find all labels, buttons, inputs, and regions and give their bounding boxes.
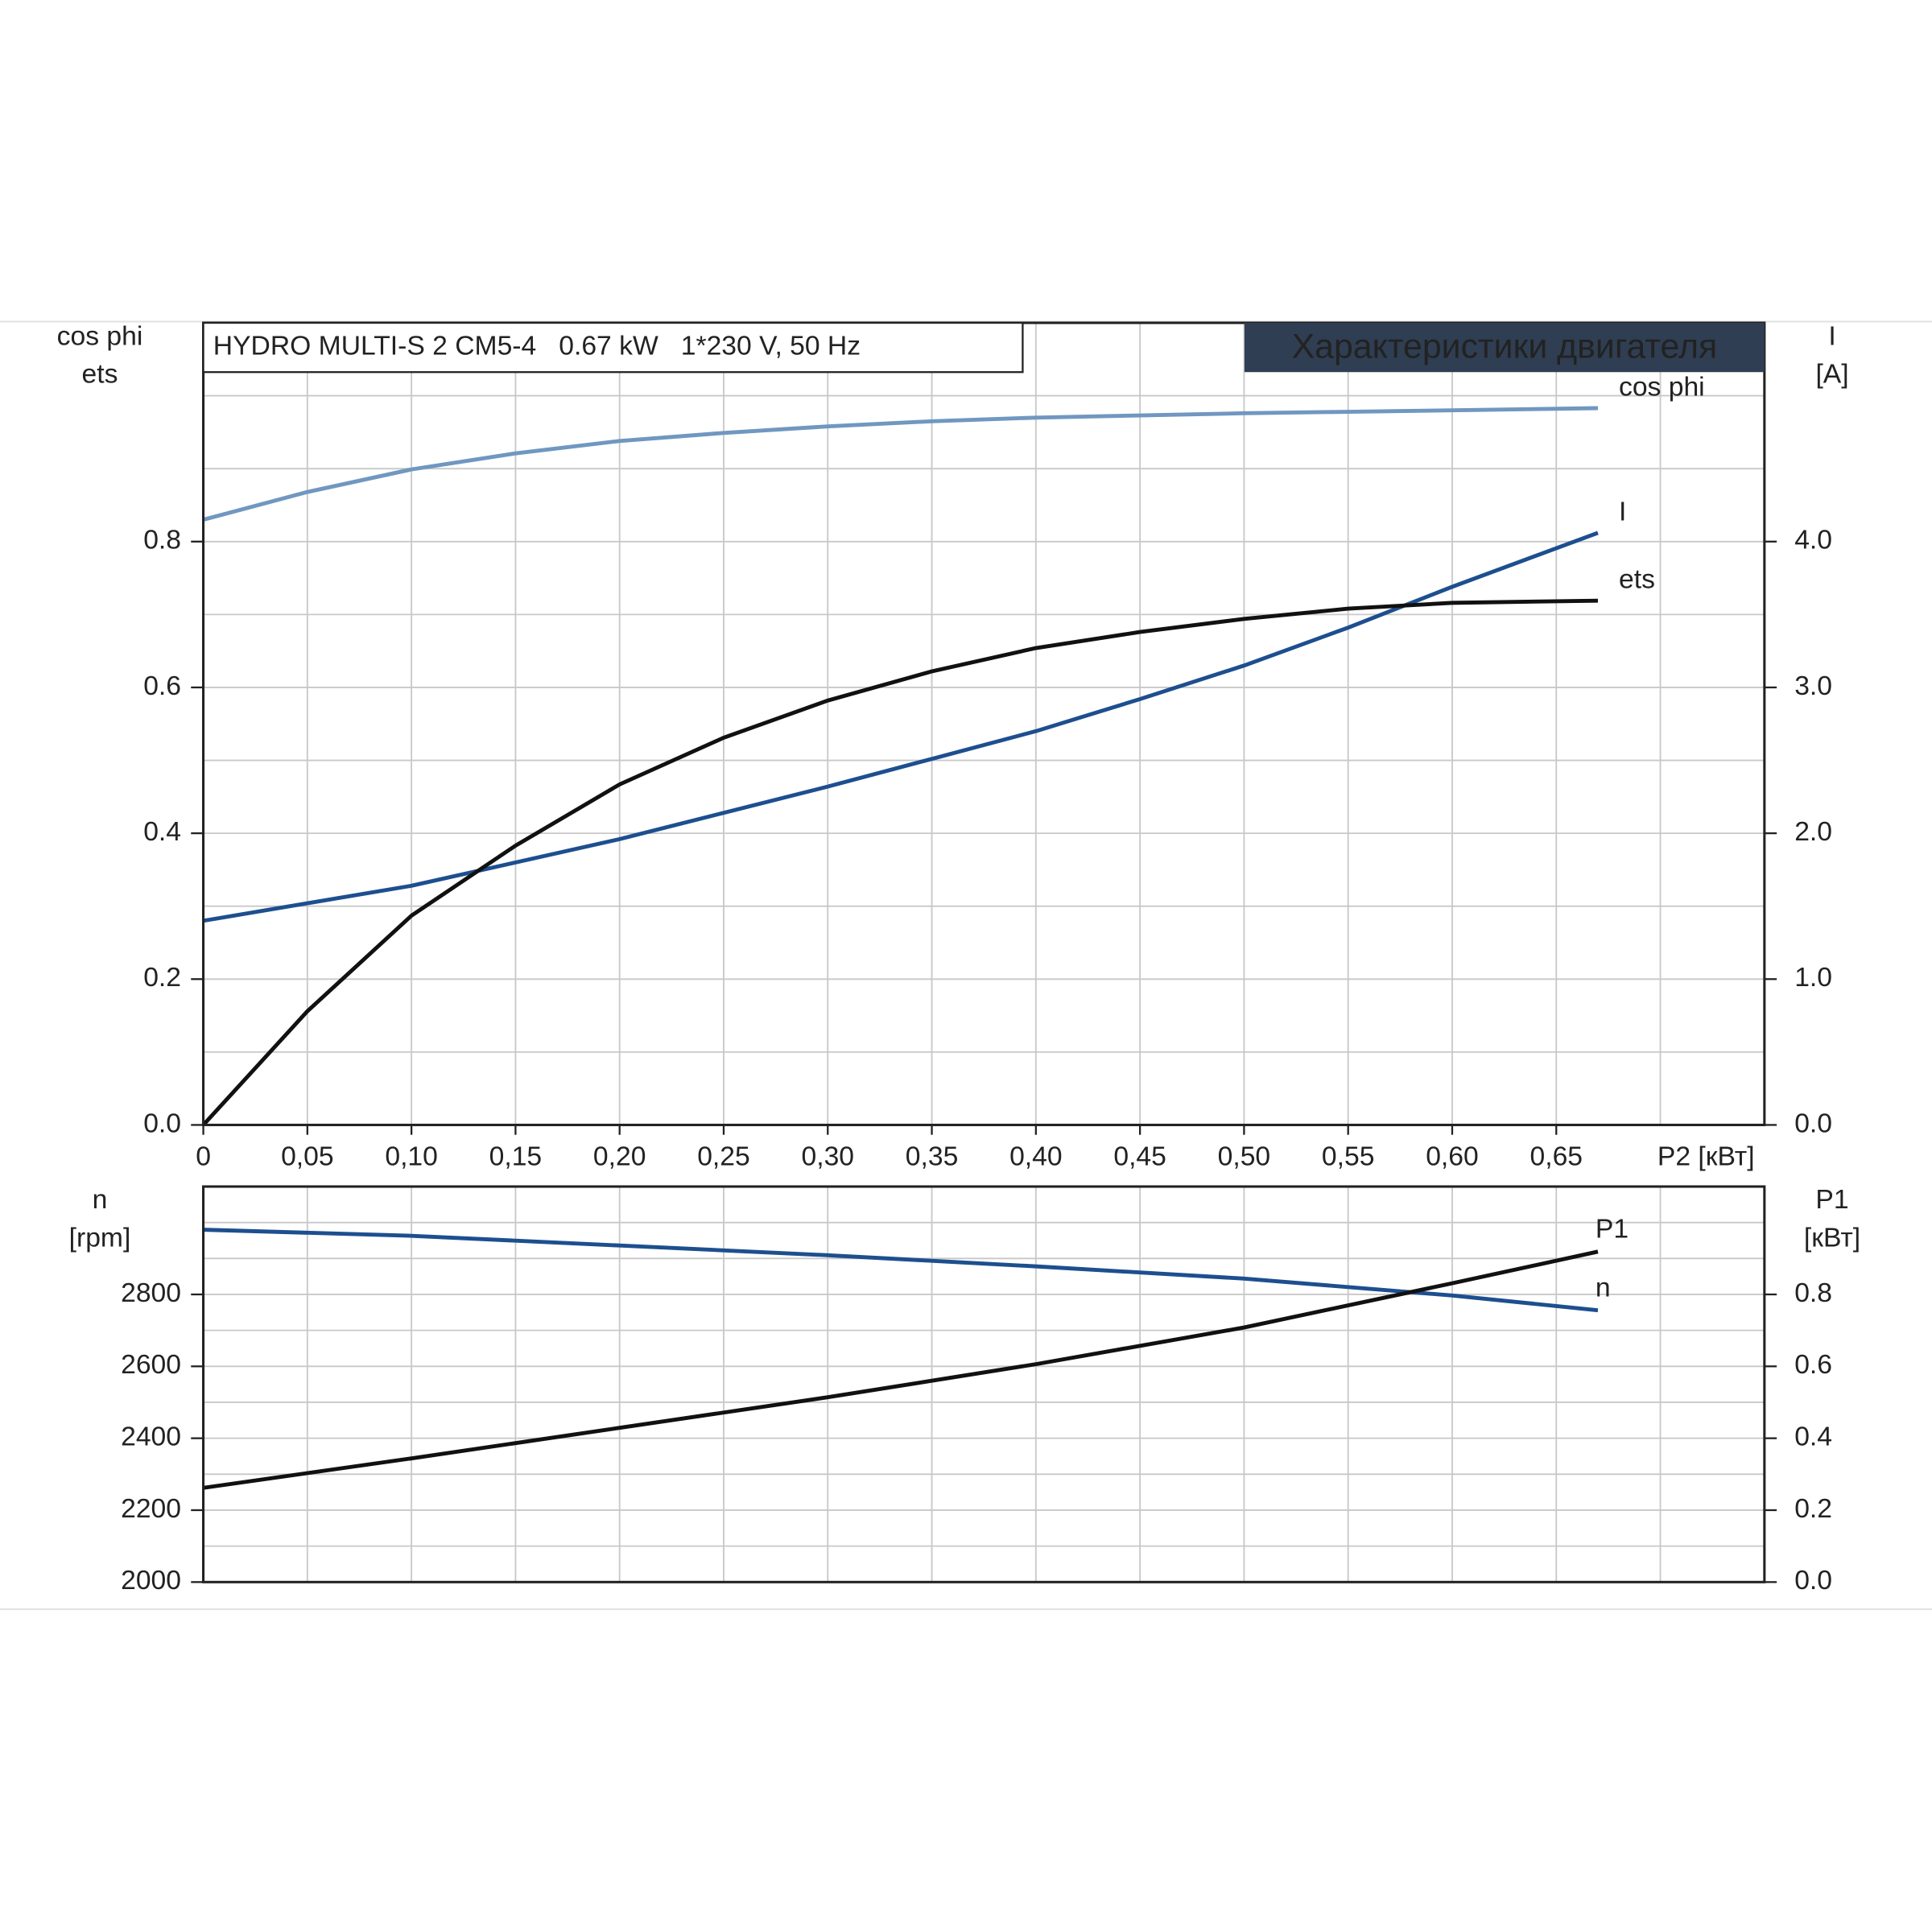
y-axis-label: n xyxy=(93,1185,108,1215)
series-label: I xyxy=(1619,497,1626,526)
y-tick-label: 2000 xyxy=(121,1566,181,1596)
y2-tick-label: 1.0 xyxy=(1794,963,1832,993)
y2-tick-label: 0.0 xyxy=(1794,1566,1832,1596)
y2-tick-label: 3.0 xyxy=(1794,671,1832,701)
y2-tick-label: 0.6 xyxy=(1794,1350,1832,1380)
x-tick-label: 0,40 xyxy=(1009,1142,1063,1172)
x-tick-label: 0,60 xyxy=(1426,1142,1479,1172)
y-tick-label: 0.2 xyxy=(143,963,181,993)
y2-tick-label: 4.0 xyxy=(1794,526,1832,555)
series-line xyxy=(201,598,1599,1127)
y-tick-label: 2400 xyxy=(121,1422,181,1452)
x-tick-label: 0,10 xyxy=(385,1142,438,1172)
plot-frame xyxy=(202,321,1766,1126)
chart-subtitle: Характеристики двигателя xyxy=(1292,327,1718,365)
y2-tick-label: 0.8 xyxy=(1794,1278,1832,1308)
y2-axis-label: P1 xyxy=(1815,1185,1848,1215)
y2-axis-label: [кВт] xyxy=(1804,1224,1860,1253)
x-tick-label: 0,50 xyxy=(1218,1142,1271,1172)
y2-tick-label: 0.0 xyxy=(1794,1108,1832,1138)
y-tick-label: 2200 xyxy=(121,1494,181,1524)
x-tick-label: 0,15 xyxy=(489,1142,543,1172)
x-tick-label: 0,35 xyxy=(906,1142,959,1172)
series-line xyxy=(202,406,1599,522)
series-line xyxy=(203,1249,1599,1490)
y-axis-label: cos phi xyxy=(57,321,143,351)
x-tick-label: 0,45 xyxy=(1113,1142,1166,1172)
y2-axis-label: I xyxy=(1828,321,1835,351)
x-axis-label: P2 [кВт] xyxy=(1657,1142,1755,1172)
y-tick-label: 2600 xyxy=(121,1350,181,1380)
x-tick-label: 0 xyxy=(196,1142,211,1172)
grid-layer xyxy=(202,323,1765,1583)
x-tick-label: 0,65 xyxy=(1530,1142,1583,1172)
y-tick-label: 0.0 xyxy=(143,1108,181,1138)
title-box xyxy=(202,321,1024,374)
y-tick-label: 2800 xyxy=(121,1278,181,1308)
series-label: P1 xyxy=(1596,1215,1629,1245)
series-label: cos phi xyxy=(1619,372,1705,402)
y2-tick-label: 2.0 xyxy=(1794,817,1832,847)
y-tick-label: 0.8 xyxy=(143,526,181,555)
x-tick-label: 0,30 xyxy=(802,1142,855,1172)
x-tick-label: 0,55 xyxy=(1322,1142,1375,1172)
x-tick-label: 0,25 xyxy=(697,1142,750,1172)
mark-layer xyxy=(201,406,1599,1490)
y2-tick-label: 0.2 xyxy=(1794,1494,1832,1524)
y-axis-label: [rpm] xyxy=(69,1224,131,1253)
plot-frame xyxy=(202,1185,1766,1583)
x-tick-label: 0,05 xyxy=(281,1142,334,1172)
y-tick-label: 0.4 xyxy=(143,817,181,847)
y-tick-label: 0.6 xyxy=(143,671,181,701)
series-label: ets xyxy=(1619,565,1655,595)
chart-title: HYDRO MULTI-S 2 CM5-4 0.67 kW 1*230 V, 5… xyxy=(213,332,861,361)
x-tick-label: 0,20 xyxy=(593,1142,646,1172)
series-label: n xyxy=(1596,1274,1611,1303)
header-box xyxy=(1244,323,1765,373)
series-line xyxy=(203,1228,1599,1313)
y-axis-label: ets xyxy=(82,360,118,390)
y2-tick-label: 0.4 xyxy=(1794,1422,1832,1452)
series-line xyxy=(203,530,1599,923)
y2-axis-label: [A] xyxy=(1815,360,1848,390)
